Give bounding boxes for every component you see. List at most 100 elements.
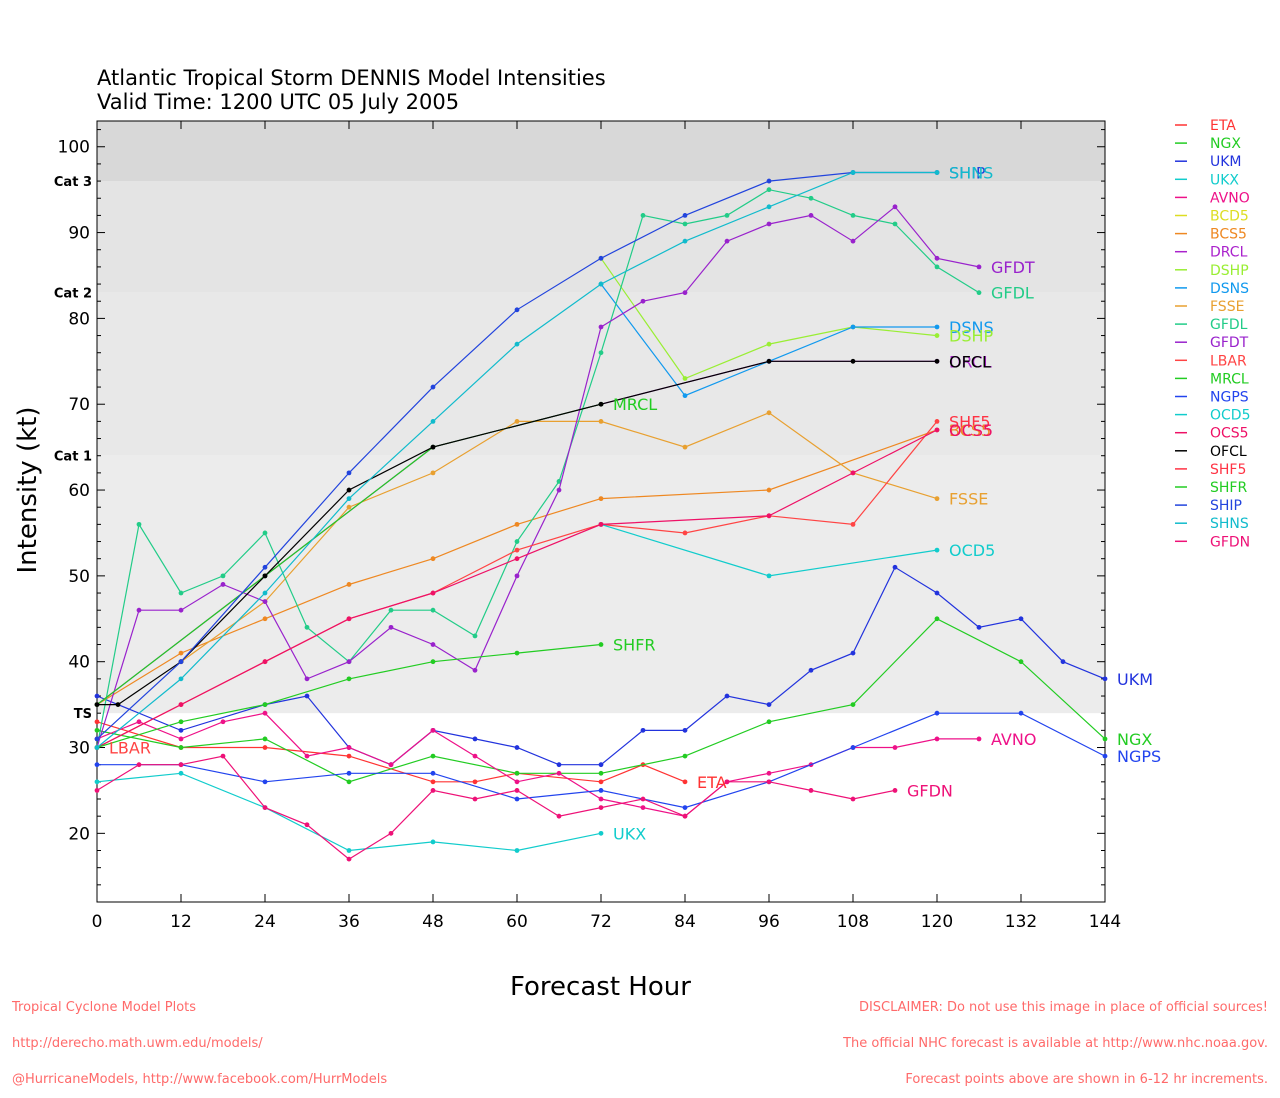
legend-item: GFDL — [1175, 317, 1248, 333]
data-point — [178, 745, 184, 750]
data-point — [766, 221, 772, 227]
data-point — [598, 255, 604, 261]
legend-item: AVNO — [1175, 190, 1250, 206]
data-point — [598, 762, 604, 768]
data-point — [178, 770, 184, 776]
data-point — [304, 676, 310, 682]
data-point — [262, 779, 268, 785]
series-line — [96, 189, 980, 748]
data-point — [514, 418, 520, 424]
legend-item: NGPS — [1175, 390, 1249, 406]
data-point — [682, 376, 688, 381]
data-point — [514, 521, 520, 527]
series-end-label: NGPS — [1117, 747, 1161, 766]
data-point — [304, 693, 310, 699]
data-point — [892, 204, 898, 210]
data-point — [934, 427, 940, 433]
data-point — [556, 479, 562, 484]
data-point — [598, 496, 604, 502]
data-point — [1060, 659, 1066, 665]
data-point — [514, 796, 520, 802]
data-point — [556, 813, 562, 819]
y-tick-label: 60 — [68, 481, 90, 501]
data-point — [304, 822, 310, 828]
data-point — [388, 624, 394, 630]
series-ocs5 — [94, 427, 940, 750]
data-point — [346, 659, 352, 665]
data-point — [808, 213, 814, 218]
data-point — [598, 788, 604, 793]
x-tick-label: 144 — [1089, 912, 1121, 932]
legend-item: NGX — [1175, 136, 1241, 152]
data-point — [598, 770, 604, 776]
data-point — [346, 676, 352, 682]
data-point — [766, 178, 772, 184]
data-point — [136, 607, 142, 613]
series-end-label: AVNO — [991, 730, 1036, 749]
series-end-label: UKX — [613, 824, 646, 843]
legend-label: LBAR — [1210, 353, 1247, 369]
data-point — [892, 564, 898, 570]
legend-item: MRCL — [1175, 371, 1249, 387]
legend-item: BCS5 — [1175, 227, 1247, 243]
footer-right-line: The official NHC forecast is available a… — [843, 1036, 1268, 1051]
legend-label: GFDL — [1210, 317, 1248, 333]
data-point — [598, 642, 604, 647]
data-point — [892, 745, 898, 750]
x-axis-label: Forecast Hour — [510, 972, 691, 1002]
data-point — [598, 324, 604, 330]
legend-item: SHFR — [1175, 480, 1247, 496]
legend-label: DSNS — [1210, 281, 1249, 297]
data-point — [598, 350, 604, 356]
data-point — [346, 496, 352, 502]
data-point — [346, 582, 352, 587]
data-point — [934, 255, 940, 261]
data-point — [1018, 659, 1024, 665]
legend-item: GFDN — [1175, 534, 1250, 550]
series-end-label: UKM — [1117, 670, 1153, 689]
intensity-chart: TS Cat 1 Cat 2 Cat 3 0 12 24 36 48 60 72 84 96 108 12… — [54, 118, 1251, 932]
series-end-label: GFDL — [991, 284, 1034, 303]
data-point — [262, 590, 268, 596]
data-point — [430, 470, 436, 476]
category-band-label: Cat 3 — [54, 175, 92, 190]
data-point — [94, 736, 100, 742]
series-end-label: FSSE — [949, 490, 988, 509]
legend-label: BCD5 — [1210, 209, 1249, 225]
x-tick-label: 12 — [170, 912, 192, 932]
data-point — [220, 573, 226, 579]
data-point — [850, 521, 856, 527]
data-point — [262, 599, 268, 605]
data-point — [430, 779, 436, 785]
data-point — [598, 281, 604, 287]
data-point — [850, 702, 856, 708]
data-point — [178, 762, 184, 768]
data-point — [766, 513, 772, 519]
data-point — [178, 676, 184, 682]
legend-item: BCD5 — [1175, 209, 1249, 225]
series-line — [96, 205, 980, 748]
data-point — [346, 487, 352, 493]
data-point — [514, 745, 520, 750]
data-point — [514, 788, 520, 793]
footer-left-line: Tropical Cyclone Model Plots — [12, 1000, 197, 1015]
legend-item: DSNS — [1175, 281, 1249, 297]
legend-item: LBAR — [1175, 353, 1247, 369]
data-point — [94, 788, 100, 793]
data-point — [136, 762, 142, 768]
data-point — [766, 410, 772, 416]
legend-label: SHNS — [1210, 516, 1249, 532]
data-point — [598, 521, 604, 527]
data-point — [178, 736, 184, 742]
data-point — [430, 770, 436, 776]
category-band-label: TS — [74, 707, 92, 722]
legend-label: AVNO — [1210, 190, 1250, 206]
data-point — [178, 659, 184, 665]
data-point — [472, 796, 478, 802]
data-point — [346, 616, 352, 622]
x-tick-label: 84 — [674, 912, 696, 932]
data-point — [136, 719, 142, 725]
data-point — [115, 702, 121, 708]
data-point — [388, 830, 394, 836]
legend-label: OCS5 — [1210, 426, 1249, 442]
